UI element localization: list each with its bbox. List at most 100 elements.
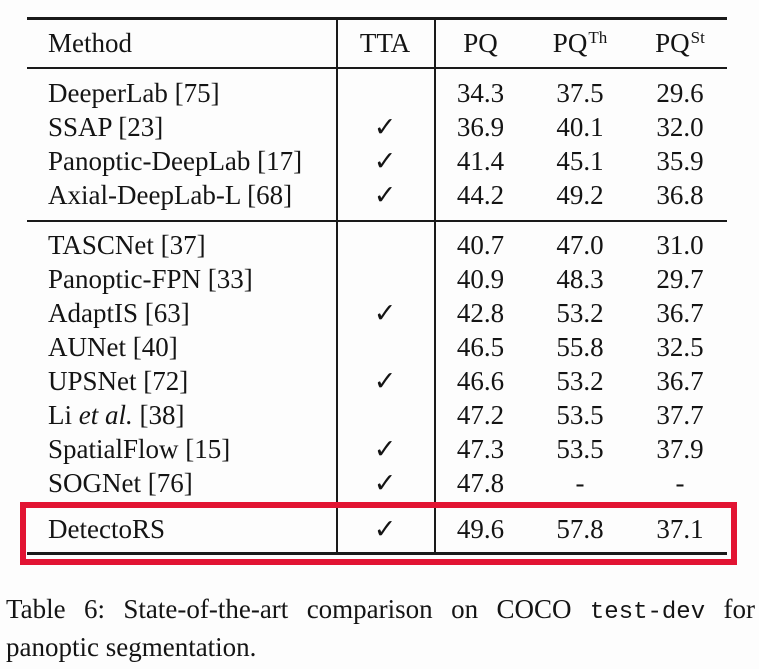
method-cell: Panoptic-DeepLab [17] — [48, 145, 303, 176]
method-cell: Panoptic-FPN [33] — [48, 263, 253, 294]
method-cell: DetectoRS — [48, 514, 165, 544]
table-header-rule — [27, 67, 727, 69]
table-section-topdown: TASCNet [37] 40.7 47.0 31.0 Panoptic-FPN… — [27, 222, 727, 505]
pq-th-value: 37.5 — [556, 77, 604, 108]
pq-value: 42.8 — [456, 297, 505, 328]
column-divider — [336, 20, 338, 552]
pq-th-value: 45.1 — [556, 145, 604, 176]
method-cell: TASCNet [37] — [48, 229, 206, 260]
pq-th-value: 53.2 — [556, 297, 604, 328]
pq-st-value: 36.7 — [656, 365, 704, 396]
method-cell: Axial-DeepLab-L [68] — [48, 179, 293, 210]
method-cell: SOGNet [76] — [48, 467, 193, 498]
pq-value: 47.3 — [456, 433, 505, 464]
pq-th-value: 53.5 — [556, 399, 604, 430]
pq-th-value: 53.2 — [556, 365, 604, 396]
pq-value: 34.3 — [456, 77, 505, 108]
table-row: Panoptic-DeepLab [17] ✓ 41.4 45.1 35.9 — [27, 144, 727, 178]
pq-th-value: 57.8 — [556, 514, 604, 544]
tta-checkmark: ✓ — [373, 111, 397, 142]
pq-st-value: 36.8 — [656, 179, 704, 210]
table-row: AdaptIS [63] ✓ 42.8 53.2 36.7 — [27, 296, 727, 330]
pq-th-value: 48.3 — [556, 263, 604, 294]
pq-st-value: 36.7 — [656, 297, 704, 328]
method-text: [38] — [132, 399, 185, 430]
caption-text: Table 6: State-of-the-art comparison on … — [6, 594, 590, 624]
tta-checkmark: ✓ — [373, 467, 397, 498]
method-text-italic: et al. — [78, 399, 133, 430]
method-cell: SSAP [23] — [48, 111, 164, 142]
pq-value: 40.7 — [456, 229, 505, 260]
pq-th-value: 55.8 — [556, 331, 604, 362]
pq-value: 36.9 — [456, 111, 505, 142]
table-row: Li et al. [38] 47.2 53.5 37.7 — [27, 398, 727, 432]
pq-th-value: 49.2 — [556, 179, 604, 210]
header-pq-th: PQTh — [527, 28, 633, 58]
caption-text: for panoptic segmentation. — [6, 594, 755, 662]
header-method: Method — [48, 28, 132, 58]
table-header-row: Method TTA PQ PQTh PQSt — [27, 20, 727, 67]
header-pq-st-base: PQ — [655, 28, 690, 58]
table-section-rule — [27, 220, 727, 222]
pq-th-value: - — [575, 467, 585, 498]
header-pq-th-superscript: Th — [588, 28, 608, 47]
header-pq-st-superscript: St — [690, 28, 705, 47]
tta-checkmark: ✓ — [373, 179, 397, 210]
pq-st-value: 32.0 — [656, 111, 704, 142]
table-row: TASCNet [37] 40.7 47.0 31.0 — [27, 228, 727, 262]
table-row: UPSNet [72] ✓ 46.6 53.2 36.7 — [27, 364, 727, 398]
caption-code-text: test-dev — [589, 599, 706, 626]
pq-st-value: 31.0 — [656, 229, 704, 260]
pq-st-value: - — [675, 467, 685, 498]
pq-value: 41.4 — [456, 145, 505, 176]
method-cell: DeeperLab [75] — [48, 77, 220, 108]
tta-checkmark: ✓ — [373, 514, 397, 544]
pq-st-value: 37.7 — [656, 399, 704, 430]
pq-st-value: 32.5 — [656, 331, 704, 362]
method-cell: UPSNet [72] — [48, 365, 189, 396]
pq-st-value: 29.6 — [656, 77, 704, 108]
method-text: Li — [48, 399, 79, 430]
tta-checkmark: ✓ — [373, 433, 397, 464]
table-row: SOGNet [76] ✓ 47.8 - - — [27, 466, 727, 500]
pq-value: 47.2 — [456, 399, 505, 430]
header-pq: PQ — [463, 28, 498, 58]
panoptic-results-table: Method TTA PQ PQTh PQSt DeeperLab [75] 3… — [27, 17, 727, 555]
method-cell: Li et al. [38] — [27, 399, 336, 430]
pq-value: 40.9 — [456, 263, 505, 294]
method-cell: AdaptIS [63] — [48, 297, 190, 328]
pq-st-value: 37.9 — [656, 433, 704, 464]
pq-value: 47.8 — [456, 467, 505, 498]
table-row: SSAP [23] ✓ 36.9 40.1 32.0 — [27, 110, 727, 144]
table-row-detectors: DetectoRS ✓ 49.6 57.8 37.1 — [27, 507, 727, 552]
pq-th-value: 40.1 — [556, 111, 604, 142]
pq-value: 44.2 — [456, 179, 505, 210]
pq-st-value: 29.7 — [656, 263, 704, 294]
table-row: Axial-DeepLab-L [68] ✓ 44.2 49.2 36.8 — [27, 178, 727, 212]
pq-th-value: 53.5 — [556, 433, 604, 464]
table-top-rule — [27, 17, 727, 20]
table-row: Panoptic-FPN [33] 40.9 48.3 29.7 — [27, 262, 727, 296]
tta-checkmark: ✓ — [373, 365, 397, 396]
table-bottom-rule — [27, 552, 727, 555]
pq-value: 49.6 — [456, 514, 505, 544]
header-tta: TTA — [359, 28, 411, 58]
tta-checkmark: ✓ — [373, 297, 397, 328]
header-pq-st: PQSt — [633, 28, 727, 58]
method-cell: SpatialFlow [15] — [48, 433, 231, 464]
pq-value: 46.5 — [456, 331, 505, 362]
table-caption: Table 6: State-of-the-art comparison on … — [6, 592, 755, 665]
column-divider — [434, 20, 436, 552]
table-row: SpatialFlow [15] ✓ 47.3 53.5 37.9 — [27, 432, 727, 466]
table-row: AUNet [40] 46.5 55.8 32.5 — [27, 330, 727, 364]
table-section-bottomup: DeeperLab [75] 34.3 37.5 29.6 SSAP [23] … — [27, 69, 727, 220]
pq-th-value: 47.0 — [556, 229, 604, 260]
pq-value: 46.6 — [456, 365, 505, 396]
table-row: DeeperLab [75] 34.3 37.5 29.6 — [27, 76, 727, 110]
pq-st-value: 35.9 — [656, 145, 704, 176]
header-pq-th-base: PQ — [552, 28, 588, 58]
method-cell: AUNet [40] — [48, 331, 178, 362]
pq-st-value: 37.1 — [656, 514, 704, 544]
tta-checkmark: ✓ — [373, 145, 397, 176]
